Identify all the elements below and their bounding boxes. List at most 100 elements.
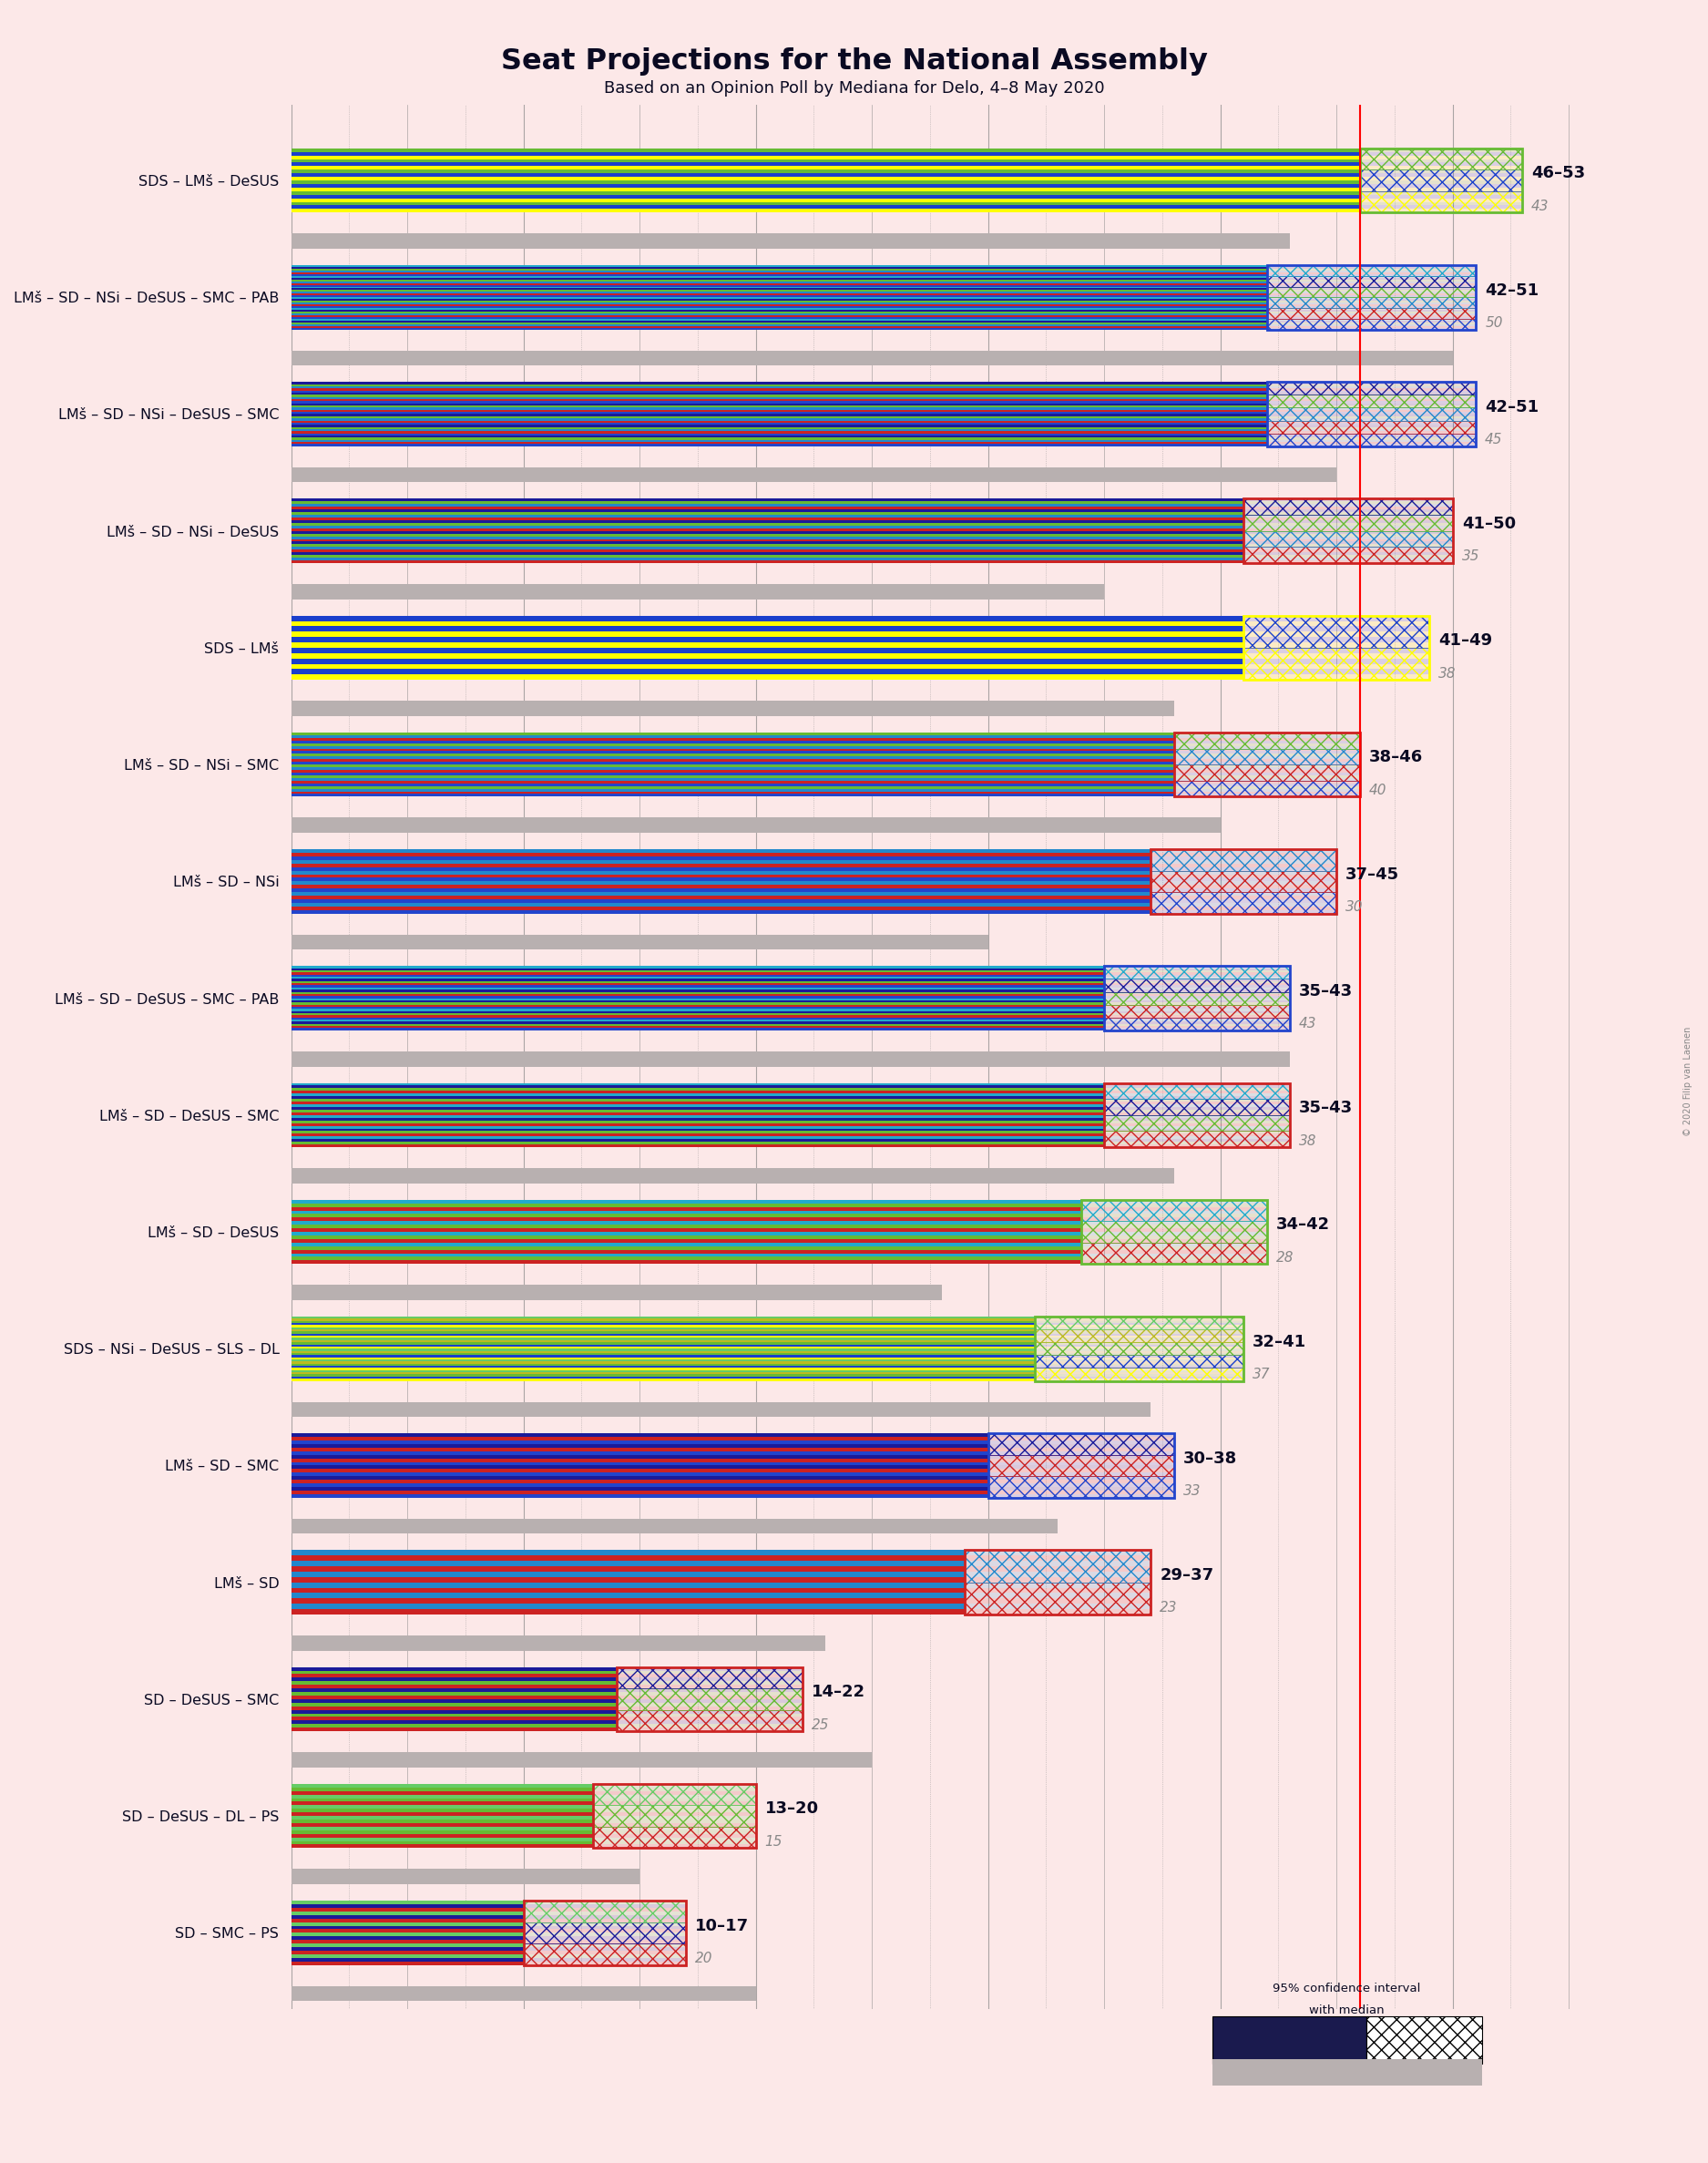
Bar: [987, 1445, 1173, 1447]
Bar: [290, 1469, 987, 1473]
Bar: [965, 1583, 1151, 1588]
Bar: [290, 658, 1243, 664]
Bar: [290, 1257, 1081, 1261]
Bar: [617, 1668, 803, 1689]
Bar: [1243, 552, 1452, 556]
Bar: [965, 1588, 1151, 1592]
Bar: [1243, 647, 1430, 679]
Bar: [1081, 1235, 1267, 1239]
Bar: [290, 616, 1243, 621]
Bar: [290, 549, 1243, 552]
Bar: [1173, 772, 1360, 774]
Bar: [1035, 1317, 1243, 1330]
Bar: [617, 1696, 803, 1700]
Bar: [290, 502, 1243, 504]
Bar: [1243, 515, 1452, 530]
Bar: [1151, 895, 1336, 900]
Bar: [290, 874, 1151, 878]
Bar: [290, 536, 1243, 539]
Bar: [965, 1566, 1151, 1573]
Bar: [593, 1784, 755, 1806]
Bar: [290, 515, 1243, 517]
Bar: [523, 1901, 687, 1923]
Bar: [1360, 149, 1522, 169]
Bar: [290, 1252, 1081, 1257]
Bar: [290, 1084, 1103, 1086]
Bar: [987, 1475, 1173, 1497]
Bar: [1243, 502, 1452, 504]
Bar: [290, 1051, 1290, 1066]
Bar: [617, 1717, 803, 1720]
Bar: [617, 1707, 803, 1711]
Bar: [1081, 1200, 1267, 1203]
Bar: [1173, 781, 1360, 783]
Bar: [593, 1813, 755, 1817]
Bar: [290, 1458, 987, 1462]
Bar: [593, 1784, 755, 1787]
Text: 40: 40: [1368, 783, 1387, 798]
Bar: [1243, 539, 1452, 541]
Bar: [290, 1136, 1103, 1140]
Bar: [290, 149, 1360, 151]
Bar: [1151, 880, 1336, 885]
Bar: [1243, 675, 1430, 679]
Bar: [290, 1142, 1103, 1144]
Bar: [290, 1901, 523, 1903]
Bar: [290, 1953, 523, 1958]
Bar: [290, 627, 1243, 632]
Bar: [1081, 1233, 1267, 1235]
Bar: [523, 1908, 687, 1912]
Bar: [1360, 188, 1522, 190]
Bar: [1103, 1084, 1290, 1146]
Bar: [1243, 547, 1452, 549]
Bar: [290, 523, 1243, 526]
Bar: [1243, 547, 1452, 562]
Bar: [1151, 891, 1336, 895]
Bar: [1103, 1112, 1290, 1116]
Bar: [290, 647, 1243, 653]
Text: Based on an Opinion Poll by Mediana for Delo, 4–8 May 2020: Based on an Opinion Poll by Mediana for …: [603, 80, 1105, 97]
Bar: [987, 1484, 1173, 1486]
Bar: [1173, 746, 1360, 748]
Bar: [1360, 180, 1522, 184]
Bar: [290, 1120, 1103, 1123]
Bar: [290, 751, 1173, 755]
Bar: [290, 1211, 1081, 1213]
Bar: [617, 1670, 803, 1674]
Bar: [290, 558, 1243, 560]
Bar: [1103, 1099, 1290, 1101]
Text: 37–45: 37–45: [1346, 865, 1399, 883]
Bar: [987, 1473, 1173, 1475]
Bar: [290, 195, 1360, 199]
Bar: [290, 850, 1151, 852]
Text: 29–37: 29–37: [1160, 1568, 1214, 1583]
Bar: [1081, 1239, 1267, 1242]
Bar: [1151, 902, 1336, 906]
Bar: [1151, 911, 1336, 913]
Bar: [1151, 891, 1336, 913]
Bar: [290, 794, 1173, 796]
Bar: [1151, 889, 1336, 891]
Bar: [987, 1441, 1173, 1445]
Bar: [1243, 621, 1430, 627]
Bar: [1151, 850, 1336, 913]
Bar: [290, 1168, 1173, 1183]
Bar: [593, 1836, 755, 1841]
Bar: [290, 1224, 1081, 1229]
Bar: [290, 467, 1336, 482]
Bar: [290, 1691, 617, 1696]
Bar: [523, 1962, 687, 1964]
Bar: [987, 1451, 1173, 1456]
Bar: [290, 1105, 1103, 1107]
Bar: [1151, 857, 1336, 861]
Bar: [593, 1797, 755, 1802]
Bar: [1081, 1257, 1267, 1261]
Bar: [290, 1456, 987, 1458]
Text: 38–46: 38–46: [1368, 748, 1423, 766]
Bar: [1243, 541, 1452, 545]
Bar: [290, 1940, 523, 1945]
Bar: [1243, 500, 1452, 562]
Bar: [1103, 1131, 1290, 1133]
Bar: [290, 1830, 593, 1834]
Bar: [593, 1841, 755, 1845]
